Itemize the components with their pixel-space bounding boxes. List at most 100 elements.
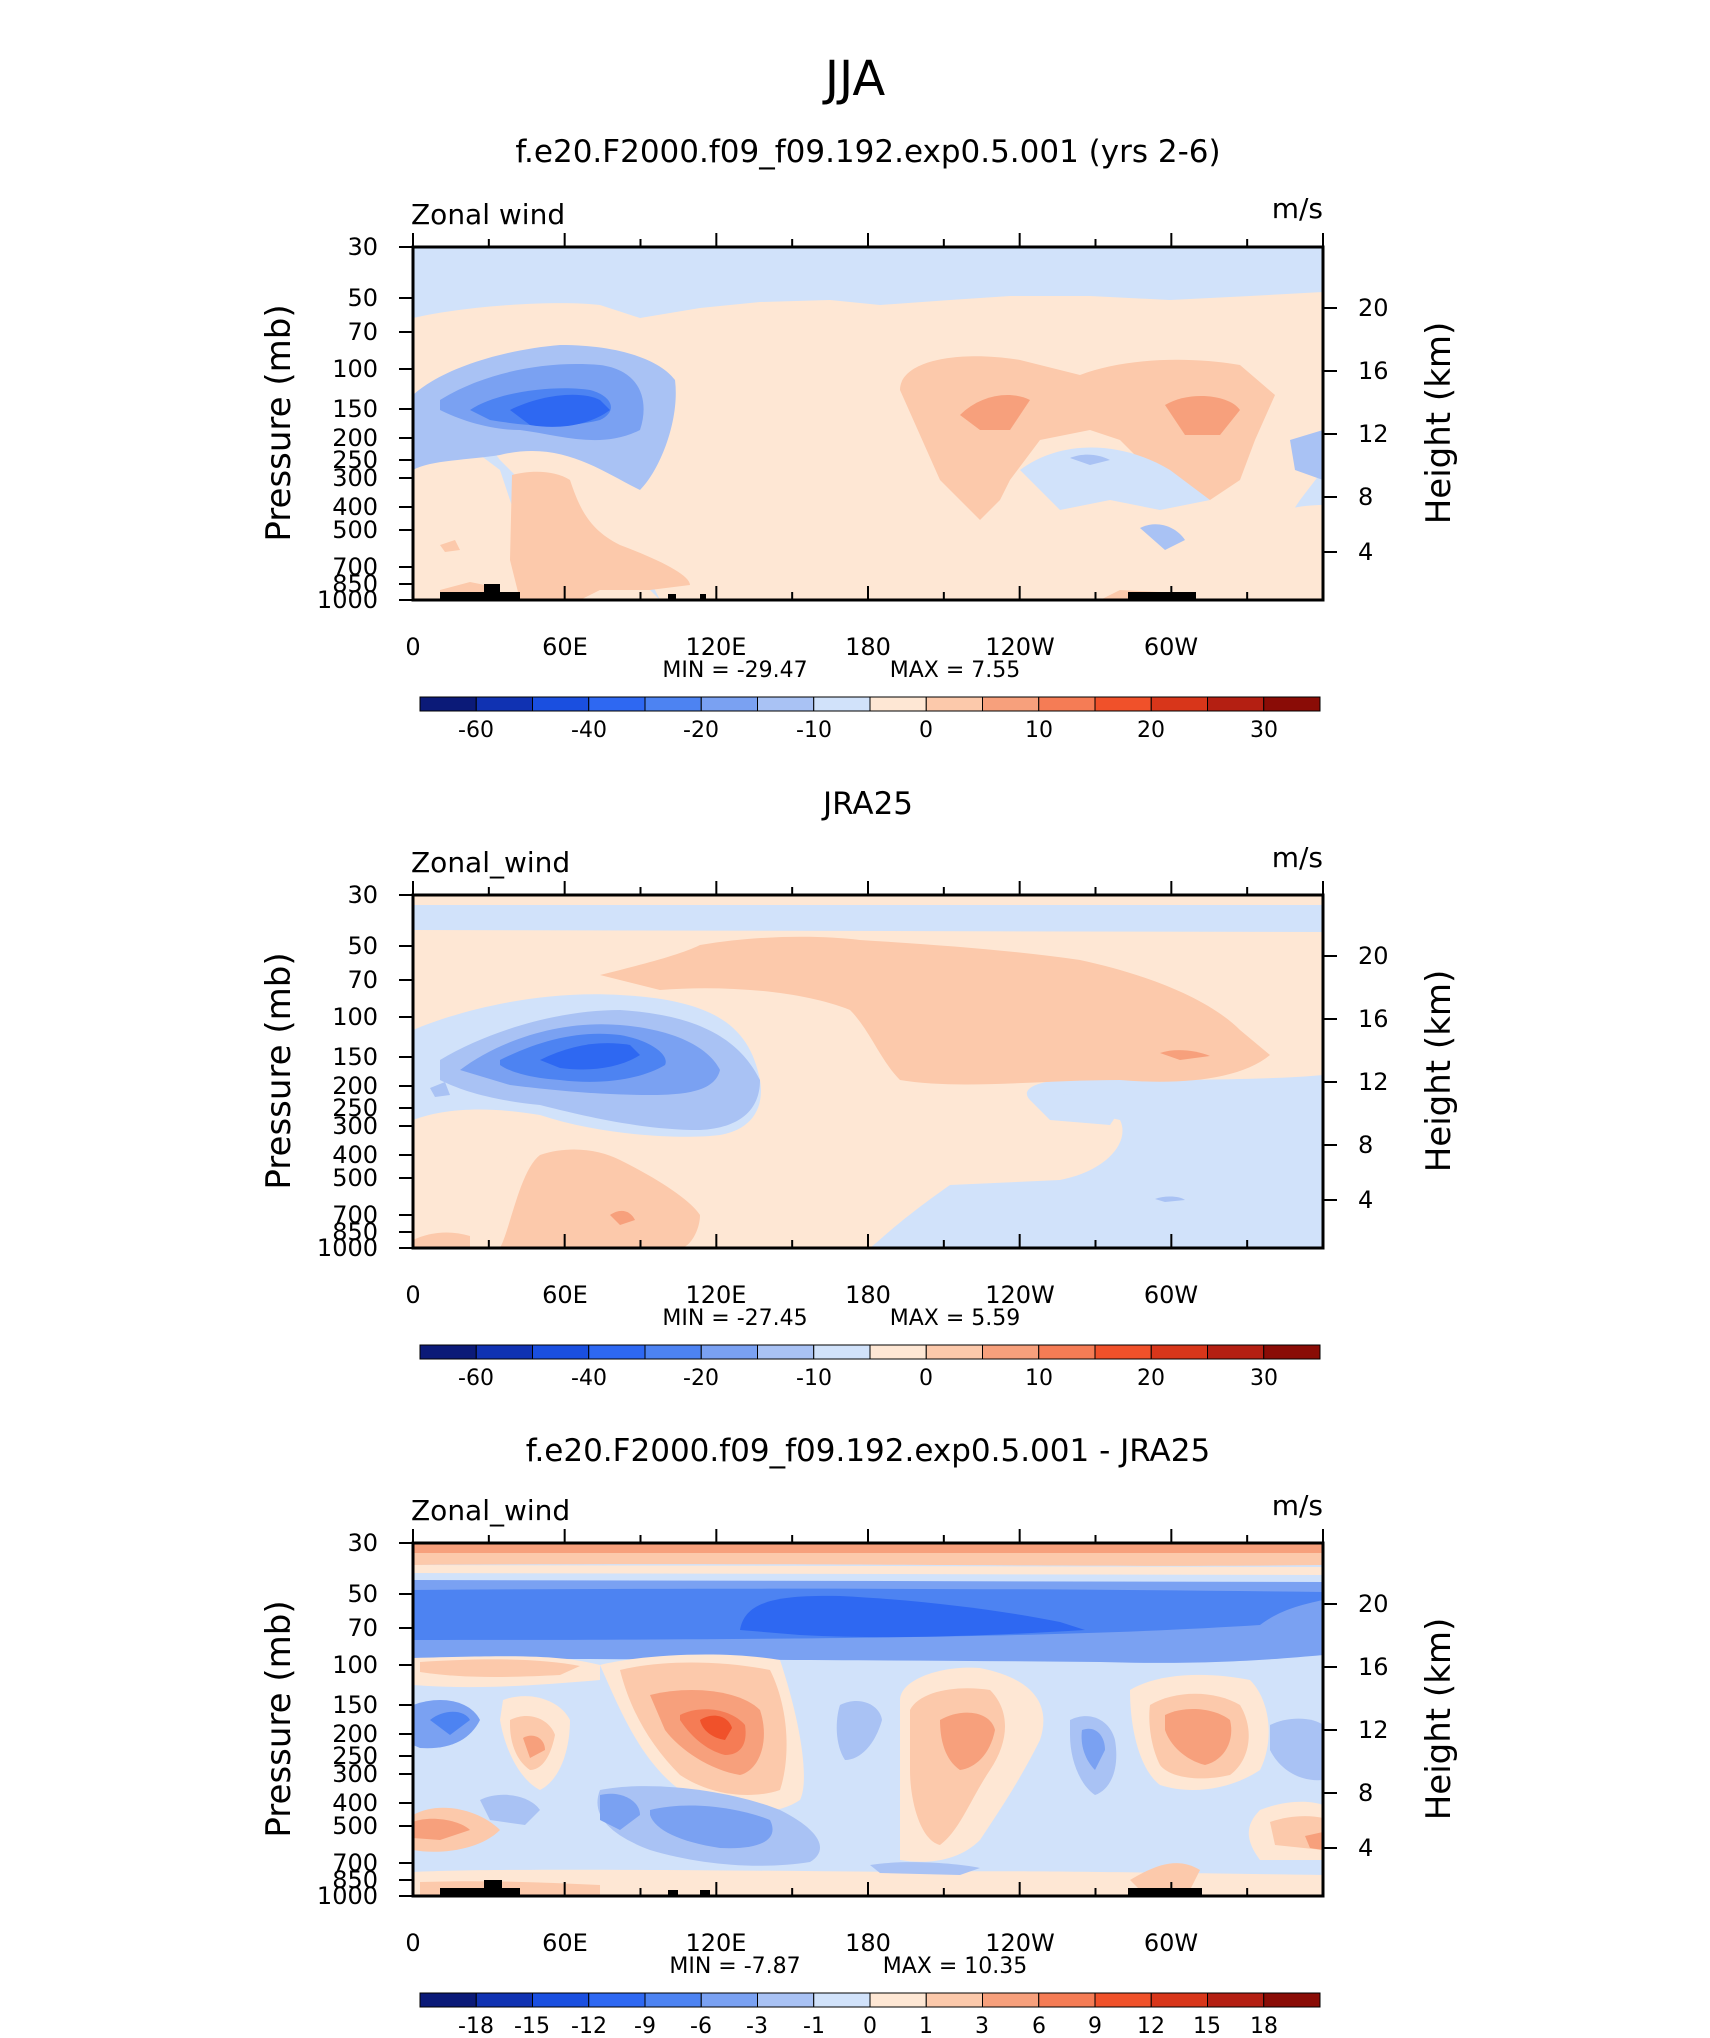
y-right-tick-label: 20 [1358, 294, 1389, 322]
colorbar-label: -12 [571, 2014, 607, 2038]
y-tick-label: 1000 [317, 1234, 378, 1262]
x-tick-label: 180 [845, 1281, 891, 1309]
colorbar-box [869, 1992, 927, 2008]
y-tick-label: 250 [332, 446, 378, 474]
panel-title: f.e20.F2000.f09_f09.192.exp0.5.001 - JRA… [526, 1433, 1210, 1469]
x-tick-labels: 0 60E 120E 180 120W 60W [405, 1281, 1198, 1309]
colorbar-box [644, 1992, 702, 2008]
colorbar-box [1094, 1992, 1152, 2008]
y-right-tick-label: 8 [1358, 483, 1373, 511]
colorbar-labels: -60 -40 -20 -10 0 10 20 30 [458, 1366, 1278, 1391]
min-label: MIN = -29.47 [662, 658, 807, 683]
x-tick-label: 60W [1144, 1929, 1198, 1957]
y-tick-label: 300 [332, 1760, 378, 1788]
colorbar-box [1150, 1992, 1208, 2008]
colorbar-label: -3 [746, 2014, 768, 2038]
min-label: MIN = -7.87 [669, 1954, 800, 1979]
colorbar-box [813, 1344, 871, 1360]
panel-diff: f.e20.F2000.f09_f09.192.exp0.5.001 - JRA… [259, 1433, 1459, 2038]
units-label: m/s [1272, 841, 1323, 874]
colorbar-box [475, 1992, 533, 2008]
colorbar-box [532, 1344, 590, 1360]
figure-title: JJA [822, 51, 885, 107]
colorbar-box [982, 696, 1040, 712]
colorbar-label: 3 [975, 2014, 989, 2038]
max-label: MAX = 10.35 [883, 1954, 1028, 1979]
colorbar-label: -40 [571, 718, 607, 743]
y-tick-label: 400 [332, 1141, 378, 1169]
y-tick-label: 850 [332, 570, 378, 598]
colorbar-box [925, 696, 983, 712]
x-tick-label: 60E [542, 633, 588, 661]
colorbar-label: 1 [919, 2014, 933, 2038]
y-tick-label: 70 [347, 1614, 378, 1642]
colorbar-label: 9 [1088, 2014, 1102, 2038]
colorbar-box [1263, 696, 1321, 712]
colorbar-box [1150, 1344, 1208, 1360]
colorbar-label: 20 [1137, 1366, 1165, 1391]
y-tick-label: 200 [332, 424, 378, 452]
x-tick-label: 120W [985, 1929, 1055, 1957]
y-tick-label: 150 [332, 395, 378, 423]
y-right-tick-label: 4 [1358, 1834, 1373, 1862]
y-tick-label: 300 [332, 464, 378, 492]
y-tick-label: 1000 [317, 1882, 378, 1910]
colorbar-labels: -18 -15 -12 -9 -6 -3 -1 0 1 3 6 9 12 15 … [458, 2014, 1278, 2038]
x-tick-label: 60E [542, 1281, 588, 1309]
y-tick-label: 200 [332, 1720, 378, 1748]
colorbar-label: -20 [683, 1366, 719, 1391]
colorbar-box [700, 1992, 758, 2008]
y-tick-label: 700 [332, 553, 378, 581]
units-label: m/s [1272, 192, 1323, 225]
y-tick-label: 30 [347, 881, 378, 909]
x-tick-label: 120E [686, 633, 747, 661]
colorbar-label: -6 [690, 2014, 712, 2038]
y-right-axis-label: Height (km) [1419, 322, 1459, 525]
colorbar-label: -18 [458, 2014, 494, 2038]
panel-title: JRA25 [821, 786, 913, 822]
x-tick-label: 120E [686, 1281, 747, 1309]
colorbar-box [588, 1344, 646, 1360]
colorbar-box [700, 1344, 758, 1360]
y-right-tick-label: 16 [1358, 1653, 1389, 1681]
min-label: MIN = -27.45 [662, 1306, 807, 1331]
y-tick-label: 30 [347, 1529, 378, 1557]
colorbar-box [1207, 1344, 1265, 1360]
contour-fill [413, 247, 1323, 600]
colorbar-boxes [419, 1992, 1321, 2008]
colorbar-box [757, 696, 815, 712]
y-axis-label: Pressure (mb) [259, 952, 299, 1189]
y-tick-label: 500 [332, 1812, 378, 1840]
colorbar-box [869, 1344, 927, 1360]
colorbar-box [532, 696, 590, 712]
y-right-tick-labels: 20 16 12 8 4 [1358, 942, 1389, 1214]
x-tick-label: 60E [542, 1929, 588, 1957]
y-tick-labels: 30 50 70 100 150 200 250 300 400 500 700… [317, 1529, 378, 1910]
y-right-tick-label: 12 [1358, 1716, 1389, 1744]
x-tick-label: 0 [405, 1281, 420, 1309]
colorbar-label: -15 [514, 2014, 550, 2038]
max-label: MAX = 7.55 [890, 658, 1021, 683]
x-tick-label: 120W [985, 633, 1055, 661]
colorbar-box [1263, 1992, 1321, 2008]
colorbar-box [813, 1992, 871, 2008]
x-tick-label: 0 [405, 633, 420, 661]
y-right-tick-label: 16 [1358, 357, 1389, 385]
y-tick-label: 50 [347, 1580, 378, 1608]
y-tick-label: 150 [332, 1043, 378, 1071]
colorbar-label: 18 [1250, 2014, 1278, 2038]
y-axis-label: Pressure (mb) [259, 1600, 299, 1837]
colorbar-box [1038, 696, 1096, 712]
max-label: MAX = 5.59 [890, 1306, 1021, 1331]
colorbar-label: 10 [1025, 1366, 1053, 1391]
y-tick-label: 100 [332, 1003, 378, 1031]
y-tick-label: 200 [332, 1072, 378, 1100]
contour-fill [413, 895, 1323, 1248]
x-tick-label: 60W [1144, 1281, 1198, 1309]
y-tick-label: 850 [332, 1866, 378, 1894]
colorbar-box [757, 1992, 815, 2008]
y-right-tick-label: 20 [1358, 942, 1389, 970]
y-tick-label: 700 [332, 1849, 378, 1877]
colorbar-box [982, 1992, 1040, 2008]
